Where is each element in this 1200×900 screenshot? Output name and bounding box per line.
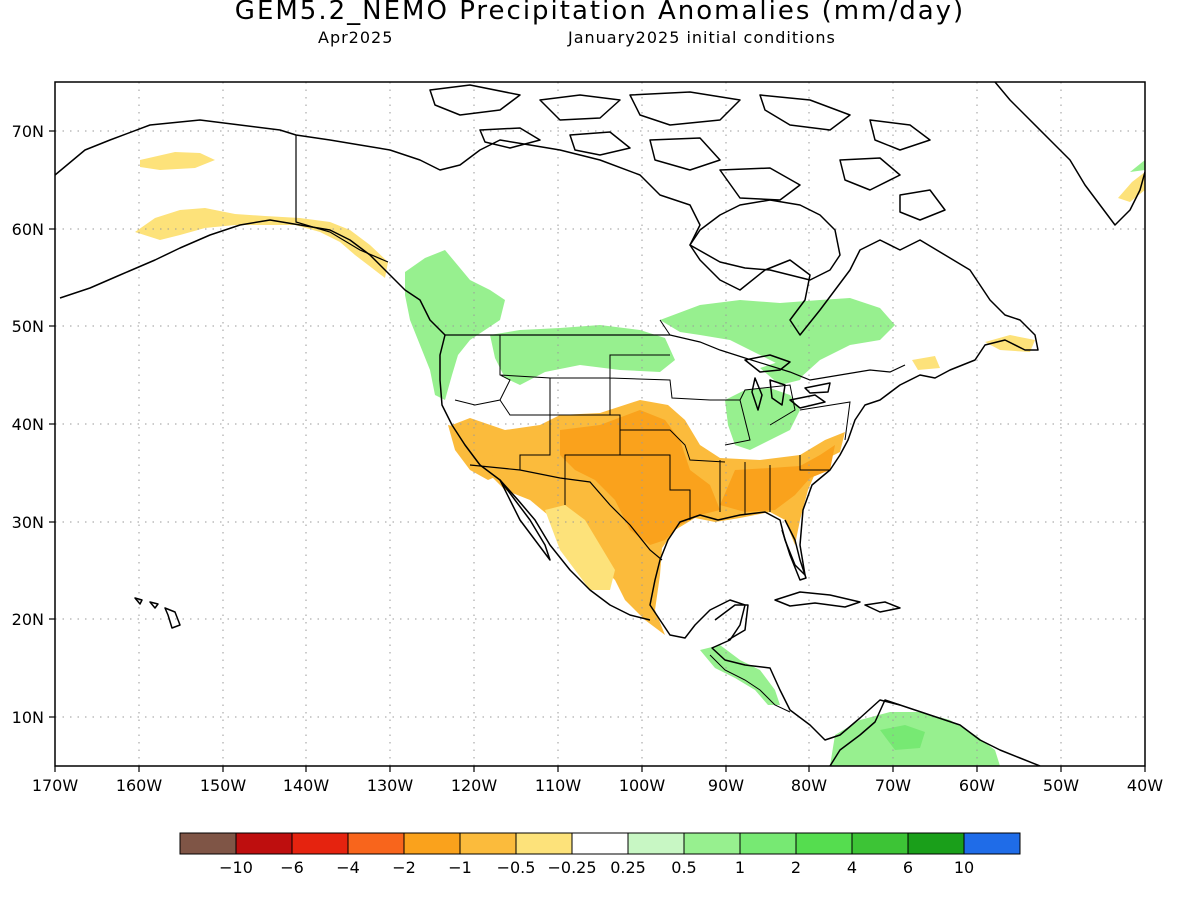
lon-label: 120W	[451, 776, 498, 795]
colorbar-swatch	[795, 832, 853, 855]
lat-label: 10N	[12, 708, 44, 727]
longitude-labels: 170W 160W 150W 140W 130W 120W 110W 100W …	[32, 776, 1163, 795]
colorbar-swatch	[907, 832, 965, 855]
anomaly-maritimes-dry	[912, 335, 1035, 370]
lon-label: 100W	[619, 776, 666, 795]
anomaly-alaska-coast	[135, 208, 388, 278]
colorbar-label: 2	[791, 858, 801, 877]
colorbar-label: −10	[219, 858, 253, 877]
map-plot-area	[55, 82, 1145, 766]
alaska-canada-border	[295, 135, 389, 263]
colorbar-label: −1	[448, 858, 472, 877]
lon-label: 80W	[791, 776, 827, 795]
anomaly-northern-plains-wet	[490, 325, 675, 385]
great-lakes	[744, 354, 831, 411]
colorbar-swatch	[739, 832, 797, 855]
colorbar-swatch	[515, 832, 573, 855]
latitude-labels: 10N 20N 30N 40N 50N 60N 70N	[12, 122, 44, 727]
lon-label: 150W	[200, 776, 247, 795]
lon-label: 130W	[367, 776, 414, 795]
colorbar-label: −0.5	[497, 858, 536, 877]
lon-label: 90W	[708, 776, 744, 795]
anomaly-great-lakes-wet	[760, 358, 810, 385]
colorbar-label: −6	[280, 858, 304, 877]
colorbar-label: −2	[392, 858, 416, 877]
lat-label: 50N	[12, 317, 44, 336]
colorbar-swatch	[963, 832, 1021, 855]
anomaly-mexico-dry	[545, 505, 615, 590]
graticule	[55, 82, 1145, 766]
valid-month: Apr2025	[318, 28, 394, 47]
anomaly-southern-plains-core	[560, 410, 720, 545]
lat-label: 20N	[12, 610, 44, 629]
colorbar-swatch	[571, 832, 629, 855]
lat-label: 40N	[12, 415, 44, 434]
greenland	[994, 82, 1145, 226]
lon-label: 160W	[116, 776, 163, 795]
colorbar-label: 1	[735, 858, 745, 877]
us-canada-border	[445, 334, 906, 381]
lon-label: 60W	[959, 776, 995, 795]
hawaii	[134, 597, 181, 629]
anomaly-ohio-valley-wet	[725, 388, 800, 450]
pacific-west-coastline	[59, 219, 651, 621]
colorbar-swatch	[403, 832, 461, 855]
arctic-islands	[429, 84, 946, 221]
colorbar-swatch	[291, 832, 349, 855]
anomaly-pacific-northwest-wet	[405, 250, 505, 400]
lon-label: 40W	[1127, 776, 1163, 795]
initial-conditions: January2025 initial conditions	[568, 28, 836, 47]
chart-title: GEM5.2_NEMO Precipitation Anomalies (mm/…	[234, 0, 966, 26]
hispaniola	[864, 601, 901, 613]
anomaly-alaska-north	[140, 152, 215, 170]
lon-label: 110W	[535, 776, 582, 795]
colorbar-swatch	[179, 832, 237, 855]
lon-label: 140W	[283, 776, 330, 795]
lat-label: 70N	[12, 122, 44, 141]
colorbar-label: −4	[336, 858, 360, 877]
anomaly-southeast-core	[720, 445, 835, 512]
central-america-borders	[709, 654, 791, 713]
colorbar-swatch	[683, 832, 741, 855]
colorbar-swatch	[627, 832, 685, 855]
lon-label: 70W	[875, 776, 911, 795]
yucatan	[714, 604, 749, 641]
coastlines	[55, 82, 1145, 766]
anomaly-shading	[135, 152, 1145, 766]
colorbar-swatch	[459, 832, 517, 855]
anomaly-central-america-wet	[700, 645, 780, 705]
lon-label: 50W	[1043, 776, 1079, 795]
baja-california	[499, 479, 551, 561]
anomaly-central-canada-wet	[660, 298, 895, 378]
florida	[781, 519, 807, 581]
colorbar: −10 −6 −4 −2 −1 −0.5 −0.25 0.25 0.5 1 2 …	[179, 832, 1021, 877]
hudson-bay	[689, 199, 841, 281]
political-borders	[295, 135, 906, 713]
us-state-lines	[454, 319, 851, 520]
anomaly-south-america-wet-core	[880, 725, 925, 750]
colorbar-label: 0.5	[671, 858, 696, 877]
colorbar-label: 10	[954, 858, 974, 877]
colorbar-label: 0.25	[610, 858, 646, 877]
colorbar-labels: −10 −6 −4 −2 −1 −0.5 −0.25 0.25 0.5 1 2 …	[219, 858, 974, 877]
colorbar-swatch	[347, 832, 405, 855]
colorbar-swatch	[235, 832, 293, 855]
colorbar-label: 6	[903, 858, 913, 877]
lon-label: 170W	[32, 776, 79, 795]
colorbar-boxes	[179, 832, 1021, 855]
anomaly-labrador-east-wet	[1130, 160, 1145, 172]
axis-tick-marks	[49, 130, 1146, 772]
cuba	[774, 591, 861, 608]
lat-label: 60N	[12, 220, 44, 239]
colorbar-label: −0.25	[547, 858, 596, 877]
colorbar-label: 4	[847, 858, 857, 877]
us-mexico-border	[469, 464, 663, 561]
south-america-coast	[829, 699, 901, 766]
colorbar-swatch	[851, 832, 909, 855]
north-america-coastline	[55, 119, 1041, 766]
lat-label: 30N	[12, 513, 44, 532]
